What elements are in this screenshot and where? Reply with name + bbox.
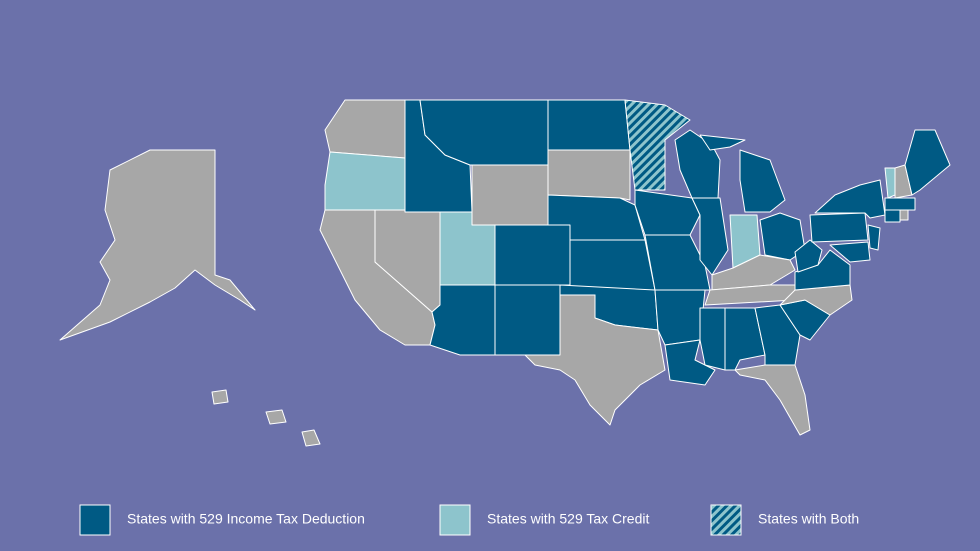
state — [654, 289, 706, 346]
state — [265, 409, 287, 425]
state — [884, 209, 901, 223]
state — [699, 134, 746, 151]
state — [494, 224, 571, 286]
state — [699, 307, 726, 371]
state — [569, 239, 656, 291]
legend-swatch — [710, 504, 742, 536]
state — [904, 129, 951, 196]
state — [547, 149, 631, 201]
state — [794, 239, 823, 273]
state — [899, 209, 909, 221]
legend-swatch — [79, 504, 111, 536]
legend: States with 529 Income Tax Deduction Stat… — [79, 504, 859, 536]
us-map — [59, 99, 951, 447]
state — [471, 164, 549, 226]
legend-label: States with Both — [758, 511, 859, 527]
state — [301, 429, 321, 447]
state — [809, 212, 869, 243]
state — [867, 224, 881, 251]
state — [884, 197, 916, 211]
state — [829, 241, 871, 263]
state — [734, 364, 811, 436]
legend-label: States with 529 Tax Credit — [487, 511, 649, 527]
state — [494, 284, 561, 356]
state — [624, 99, 691, 191]
state — [814, 179, 886, 219]
state — [547, 99, 631, 151]
state — [324, 151, 406, 211]
legend-label: States with 529 Income Tax Deduction — [127, 511, 365, 527]
state — [59, 149, 256, 341]
state — [524, 294, 666, 426]
legend-swatch — [439, 504, 471, 536]
state — [644, 234, 711, 291]
state — [429, 284, 496, 356]
state — [739, 149, 786, 213]
state — [211, 389, 229, 405]
